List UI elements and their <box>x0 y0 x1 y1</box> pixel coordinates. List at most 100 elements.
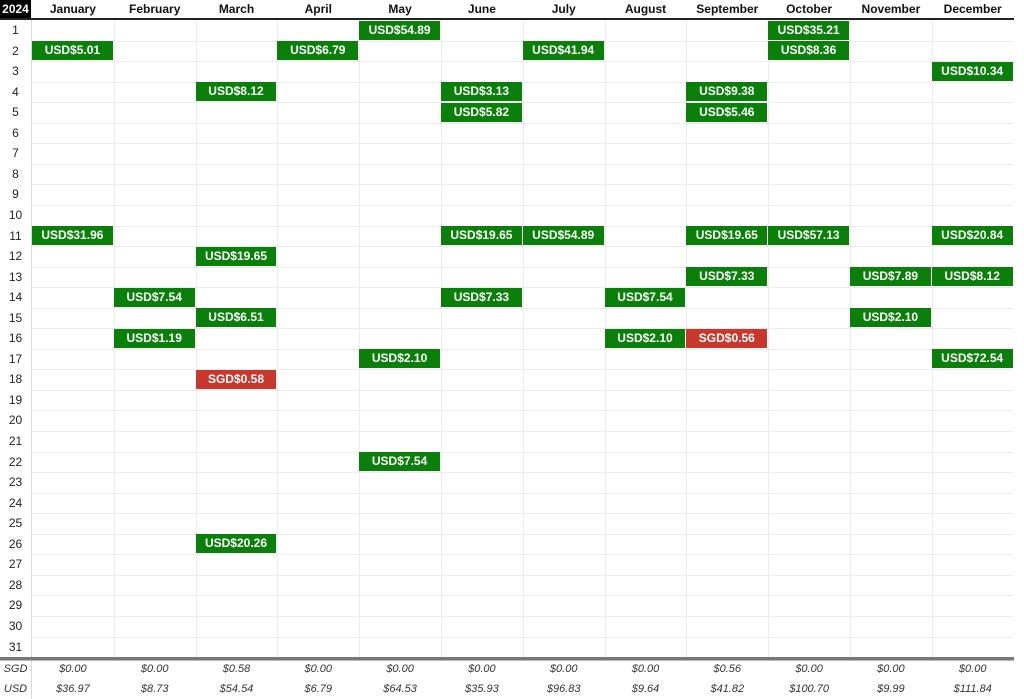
usd-expense-cell[interactable]: USD$6.51 <box>195 308 277 328</box>
usd-expense-cell[interactable]: USD$35.21 <box>768 20 849 40</box>
day-label-7[interactable]: 7 <box>12 146 19 161</box>
day-label-16[interactable]: 16 <box>8 331 23 346</box>
usd-total-value: $9.99 <box>877 683 905 695</box>
usd-expense-cell[interactable]: USD$7.33 <box>686 267 768 287</box>
row-gridline <box>31 492 1013 494</box>
column-gridline <box>195 20 197 657</box>
usd-expense-cell[interactable]: USD$7.54 <box>604 287 686 307</box>
year-header[interactable]: 2024 <box>0 0 31 18</box>
usd-expense-cell[interactable]: USD$7.89 <box>850 267 931 287</box>
usd-expense-cell[interactable]: USD$54.89 <box>522 226 604 245</box>
day-label-14[interactable]: 14 <box>8 290 23 305</box>
usd-expense-cell[interactable]: USD$20.26 <box>195 534 277 554</box>
month-header-june[interactable]: June <box>467 2 496 16</box>
usd-expense-cell[interactable]: USD$10.34 <box>931 61 1013 81</box>
day-label-30[interactable]: 30 <box>8 618 23 633</box>
usd-expense-cell[interactable]: USD$19.65 <box>441 226 522 245</box>
usd-expense-cell[interactable]: USD$1.19 <box>113 328 195 348</box>
day-label-9[interactable]: 9 <box>12 187 19 202</box>
row-gridline <box>31 574 1013 576</box>
column-gridline <box>850 20 851 657</box>
day-label-11[interactable]: 11 <box>9 228 22 243</box>
day-label-28[interactable]: 28 <box>8 577 23 592</box>
day-label-4[interactable]: 4 <box>12 84 19 99</box>
row-gridline <box>31 307 1013 309</box>
day-label-8[interactable]: 8 <box>12 166 19 181</box>
usd-expense-cell[interactable]: USD$31.96 <box>32 226 113 245</box>
month-header-september[interactable]: September <box>696 2 759 16</box>
day-label-26[interactable]: 26 <box>8 536 23 551</box>
day-label-3[interactable]: 3 <box>12 64 19 79</box>
usd-expense-cell[interactable]: USD$20.84 <box>931 226 1013 245</box>
column-gridline <box>931 20 933 657</box>
day-label-31[interactable]: 31 <box>8 639 23 654</box>
row-gridline <box>31 163 1013 165</box>
day-label-1[interactable]: 1 <box>12 23 19 37</box>
day-label-20[interactable]: 20 <box>8 413 23 428</box>
row-gridline <box>31 348 1013 350</box>
usd-expense-cell[interactable]: USD$2.10 <box>850 308 931 328</box>
usd-expense-cell[interactable]: USD$19.65 <box>195 246 277 266</box>
usd-expense-cell[interactable]: USD$57.13 <box>768 226 849 245</box>
usd-expense-cell[interactable]: USD$5.46 <box>686 102 768 122</box>
sgd-expense-cell[interactable]: SGD$0.58 <box>195 369 277 389</box>
row-gridline <box>31 615 1013 617</box>
month-header-april[interactable]: April <box>304 2 332 16</box>
usd-total-value: $41.82 <box>710 683 745 695</box>
usd-expense-cell[interactable]: USD$41.94 <box>522 41 604 61</box>
usd-expense-cell[interactable]: USD$8.12 <box>931 267 1013 287</box>
usd-expense-cell[interactable]: USD$72.54 <box>931 349 1013 369</box>
column-gridline <box>441 20 442 657</box>
month-header-november[interactable]: November <box>861 2 921 16</box>
day-label-24[interactable]: 24 <box>8 495 23 510</box>
row-gridline <box>31 554 1013 556</box>
month-header-january[interactable]: January <box>49 2 96 16</box>
day-label-6[interactable]: 6 <box>12 125 19 140</box>
day-label-18[interactable]: 18 <box>8 372 23 387</box>
month-header-march[interactable]: March <box>218 2 255 16</box>
day-label-5[interactable]: 5 <box>12 105 19 120</box>
usd-expense-cell[interactable]: USD$9.38 <box>686 82 768 102</box>
month-header-may[interactable]: May <box>388 2 412 16</box>
month-header-february[interactable]: February <box>129 2 181 16</box>
month-header-august[interactable]: August <box>624 2 667 16</box>
day-label-23[interactable]: 23 <box>8 475 23 490</box>
usd-expense-cell[interactable]: USD$7.54 <box>359 452 440 472</box>
day-label-10[interactable]: 10 <box>8 207 23 222</box>
day-label-2[interactable]: 2 <box>12 43 19 58</box>
usd-expense-cell[interactable]: USD$5.01 <box>32 41 113 61</box>
sgd-expense-cell[interactable]: SGD$0.56 <box>686 328 768 348</box>
day-label-17[interactable]: 17 <box>8 351 23 366</box>
day-label-21[interactable]: 21 <box>8 434 23 448</box>
day-label-22[interactable]: 22 <box>8 454 23 469</box>
day-label-19[interactable]: 19 <box>8 392 23 407</box>
usd-expense-cell[interactable]: USD$19.65 <box>686 226 768 245</box>
day-label-29[interactable]: 29 <box>8 598 23 613</box>
sgd-total-value: $0.00 <box>304 663 333 675</box>
sgd-total-value: $0.58 <box>222 663 251 675</box>
row-gridline <box>31 636 1013 638</box>
day-label-12[interactable]: 12 <box>8 249 23 264</box>
month-header-july[interactable]: July <box>551 2 576 16</box>
usd-expense-cell[interactable]: USD$54.89 <box>359 20 440 40</box>
month-header-october[interactable]: October <box>786 2 833 16</box>
usd-total-value: $9.64 <box>631 683 660 695</box>
row-gridline <box>31 81 1013 83</box>
usd-expense-cell[interactable]: USD$2.10 <box>604 328 686 348</box>
usd-expense-cell[interactable]: USD$3.13 <box>441 82 522 102</box>
day-label-25[interactable]: 25 <box>8 516 23 531</box>
usd-expense-cell[interactable]: USD$7.54 <box>113 287 195 307</box>
usd-expense-cell[interactable]: USD$6.79 <box>277 41 359 61</box>
usd-expense-cell[interactable]: USD$2.10 <box>359 349 440 369</box>
day-label-15[interactable]: 15 <box>8 310 23 325</box>
day-label-13[interactable]: 13 <box>8 269 23 284</box>
usd-expense-cell[interactable]: USD$8.12 <box>195 82 277 102</box>
sgd-total-value: $0.00 <box>549 663 578 675</box>
usd-expense-cell[interactable]: USD$7.33 <box>441 287 522 307</box>
usd-expense-cell[interactable]: USD$8.36 <box>768 41 849 61</box>
row-gridline <box>31 184 1013 186</box>
row-gridline <box>31 328 1013 330</box>
month-header-december[interactable]: December <box>943 2 1002 16</box>
usd-expense-cell[interactable]: USD$5.82 <box>441 102 522 122</box>
day-label-27[interactable]: 27 <box>8 557 23 572</box>
